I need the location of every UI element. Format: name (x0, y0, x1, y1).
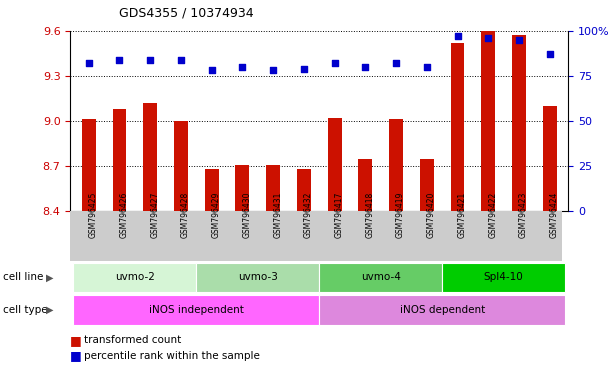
Text: cell type: cell type (3, 305, 48, 315)
Text: percentile rank within the sample: percentile rank within the sample (84, 351, 260, 361)
Bar (235, 165, 249, 211)
Bar (143, 103, 157, 211)
Bar (297, 169, 311, 211)
Bar (543, 106, 557, 211)
Bar (451, 43, 464, 211)
Text: ■: ■ (70, 334, 82, 347)
Text: uvmo-2: uvmo-2 (115, 272, 155, 283)
Text: iNOS dependent: iNOS dependent (400, 305, 485, 315)
Point (545, 51, 555, 57)
FancyBboxPatch shape (320, 295, 565, 325)
FancyBboxPatch shape (442, 263, 565, 292)
Text: GSM796428: GSM796428 (181, 192, 190, 238)
Point (483, 35, 493, 41)
Point (145, 56, 155, 63)
FancyBboxPatch shape (73, 263, 196, 292)
Text: Spl4-10: Spl4-10 (484, 272, 524, 283)
FancyBboxPatch shape (70, 211, 562, 261)
Bar (512, 35, 526, 211)
Text: GSM796417: GSM796417 (335, 192, 343, 238)
Bar (420, 159, 434, 211)
FancyBboxPatch shape (320, 263, 442, 292)
Bar (266, 165, 280, 211)
Text: uvmo-4: uvmo-4 (360, 272, 401, 283)
Point (330, 60, 340, 66)
Point (514, 37, 524, 43)
Text: GSM796430: GSM796430 (243, 192, 251, 238)
Text: uvmo-3: uvmo-3 (238, 272, 278, 283)
FancyBboxPatch shape (196, 263, 320, 292)
Text: GSM796425: GSM796425 (89, 192, 98, 238)
Text: GSM796424: GSM796424 (550, 192, 559, 238)
Text: GSM796420: GSM796420 (427, 192, 436, 238)
Text: GSM796429: GSM796429 (211, 192, 221, 238)
Text: GSM796432: GSM796432 (304, 192, 313, 238)
Text: GSM796431: GSM796431 (273, 192, 282, 238)
Point (84, 60, 93, 66)
Bar (112, 109, 126, 211)
Text: GSM796421: GSM796421 (458, 192, 467, 238)
FancyBboxPatch shape (73, 295, 320, 325)
Point (391, 60, 401, 66)
Text: ▶: ▶ (46, 305, 53, 315)
Bar (481, 31, 496, 211)
Point (176, 56, 186, 63)
Text: GSM796419: GSM796419 (396, 192, 405, 238)
Bar (327, 118, 342, 211)
Point (207, 67, 216, 73)
Bar (389, 119, 403, 211)
Text: GSM796427: GSM796427 (150, 192, 159, 238)
Point (114, 56, 124, 63)
Text: GSM796418: GSM796418 (365, 192, 375, 238)
Text: cell line: cell line (3, 272, 43, 283)
Point (422, 64, 432, 70)
Text: GDS4355 / 10374934: GDS4355 / 10374934 (119, 6, 254, 19)
Text: GSM796422: GSM796422 (488, 192, 497, 238)
Text: GSM796426: GSM796426 (119, 192, 128, 238)
Point (268, 67, 278, 73)
Text: iNOS independent: iNOS independent (149, 305, 244, 315)
Bar (359, 159, 372, 211)
Text: ■: ■ (70, 349, 82, 362)
Bar (174, 121, 188, 211)
Point (360, 64, 370, 70)
Text: transformed count: transformed count (84, 335, 181, 345)
Point (453, 33, 463, 39)
Text: ▶: ▶ (46, 272, 53, 283)
Point (299, 66, 309, 72)
Point (238, 64, 247, 70)
Text: GSM796423: GSM796423 (519, 192, 528, 238)
Bar (82, 119, 96, 211)
Bar (205, 169, 219, 211)
